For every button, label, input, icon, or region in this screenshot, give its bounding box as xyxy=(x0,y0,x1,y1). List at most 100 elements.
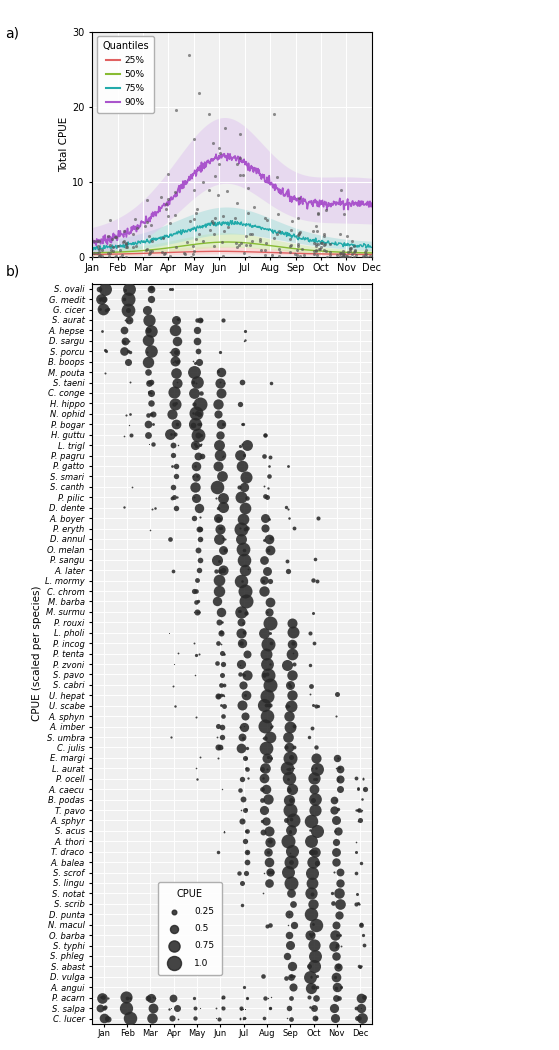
Point xyxy=(326,244,335,260)
Point xyxy=(264,875,273,891)
Point xyxy=(125,989,134,1006)
Point xyxy=(218,1000,227,1016)
Point xyxy=(207,213,216,230)
Point xyxy=(106,236,115,253)
Point xyxy=(166,248,175,265)
Point xyxy=(170,353,179,370)
Point xyxy=(170,207,179,224)
Point xyxy=(214,718,223,735)
Point xyxy=(242,854,251,870)
Point xyxy=(143,332,152,349)
Point xyxy=(309,916,318,932)
Point xyxy=(238,510,247,527)
Point xyxy=(262,234,271,251)
Point xyxy=(149,436,158,453)
Point xyxy=(189,396,198,413)
Point xyxy=(311,1010,320,1027)
Point xyxy=(119,223,128,239)
Point xyxy=(336,927,345,944)
Point xyxy=(331,917,340,933)
Point xyxy=(311,237,320,254)
Point xyxy=(305,926,314,943)
Point xyxy=(332,937,341,953)
Point xyxy=(238,875,247,891)
Point xyxy=(241,562,250,579)
Point xyxy=(169,655,178,672)
Point xyxy=(307,843,316,860)
Point xyxy=(284,500,293,517)
Point xyxy=(193,572,202,589)
Point xyxy=(195,646,203,663)
Point xyxy=(197,384,206,401)
Y-axis label: CPUE (scaled per species): CPUE (scaled per species) xyxy=(32,586,42,721)
Point xyxy=(237,374,246,391)
Point xyxy=(291,245,300,261)
Point xyxy=(262,739,271,756)
Point xyxy=(287,1010,296,1027)
Point xyxy=(243,760,252,777)
Point xyxy=(93,237,102,254)
Point xyxy=(263,844,272,861)
Point xyxy=(361,247,369,264)
Point xyxy=(285,1000,293,1016)
Point xyxy=(288,645,297,662)
Point xyxy=(215,562,224,579)
Point xyxy=(328,884,337,901)
Point xyxy=(196,520,205,537)
Point xyxy=(148,1010,157,1027)
Point xyxy=(120,322,129,339)
Point xyxy=(285,906,293,923)
Point xyxy=(236,1010,245,1027)
Point xyxy=(240,718,249,735)
Point xyxy=(331,938,340,954)
Point xyxy=(285,708,293,724)
Point xyxy=(94,244,103,260)
Point xyxy=(307,875,316,891)
Point xyxy=(352,834,361,851)
Point xyxy=(289,917,298,933)
Point xyxy=(238,697,247,714)
Point xyxy=(287,989,296,1006)
Point xyxy=(192,771,201,788)
Point xyxy=(210,237,219,254)
Point xyxy=(147,232,156,249)
Point xyxy=(115,242,124,258)
Point xyxy=(330,938,339,954)
Point xyxy=(259,1010,268,1027)
Point xyxy=(243,646,252,663)
Point xyxy=(335,245,344,261)
Point xyxy=(111,249,120,266)
Point xyxy=(237,813,246,830)
Point xyxy=(241,687,250,704)
Point xyxy=(312,759,321,776)
Point xyxy=(143,240,151,257)
Point xyxy=(95,233,104,250)
Point xyxy=(296,224,305,240)
Point xyxy=(260,209,269,226)
Point xyxy=(172,416,181,433)
Point xyxy=(335,896,344,912)
Point xyxy=(233,238,241,255)
Point xyxy=(360,989,369,1006)
Point xyxy=(265,677,274,694)
Point xyxy=(257,242,266,258)
Point xyxy=(335,884,344,901)
Point xyxy=(266,750,275,766)
Point xyxy=(171,697,180,714)
Point xyxy=(119,499,128,516)
Point xyxy=(239,245,248,261)
Point xyxy=(260,864,269,881)
Point xyxy=(190,130,199,147)
Point xyxy=(237,771,246,788)
Legend: 25%, 50%, 75%, 90%: 25%, 50%, 75%, 90% xyxy=(97,36,154,112)
Point xyxy=(240,1010,249,1027)
Point xyxy=(240,624,249,640)
Point xyxy=(335,770,344,786)
Point xyxy=(211,563,220,580)
Point xyxy=(320,236,329,253)
Point xyxy=(241,237,250,254)
Point xyxy=(196,749,205,765)
Point xyxy=(85,248,94,265)
Point xyxy=(219,697,228,714)
Point xyxy=(219,248,228,265)
